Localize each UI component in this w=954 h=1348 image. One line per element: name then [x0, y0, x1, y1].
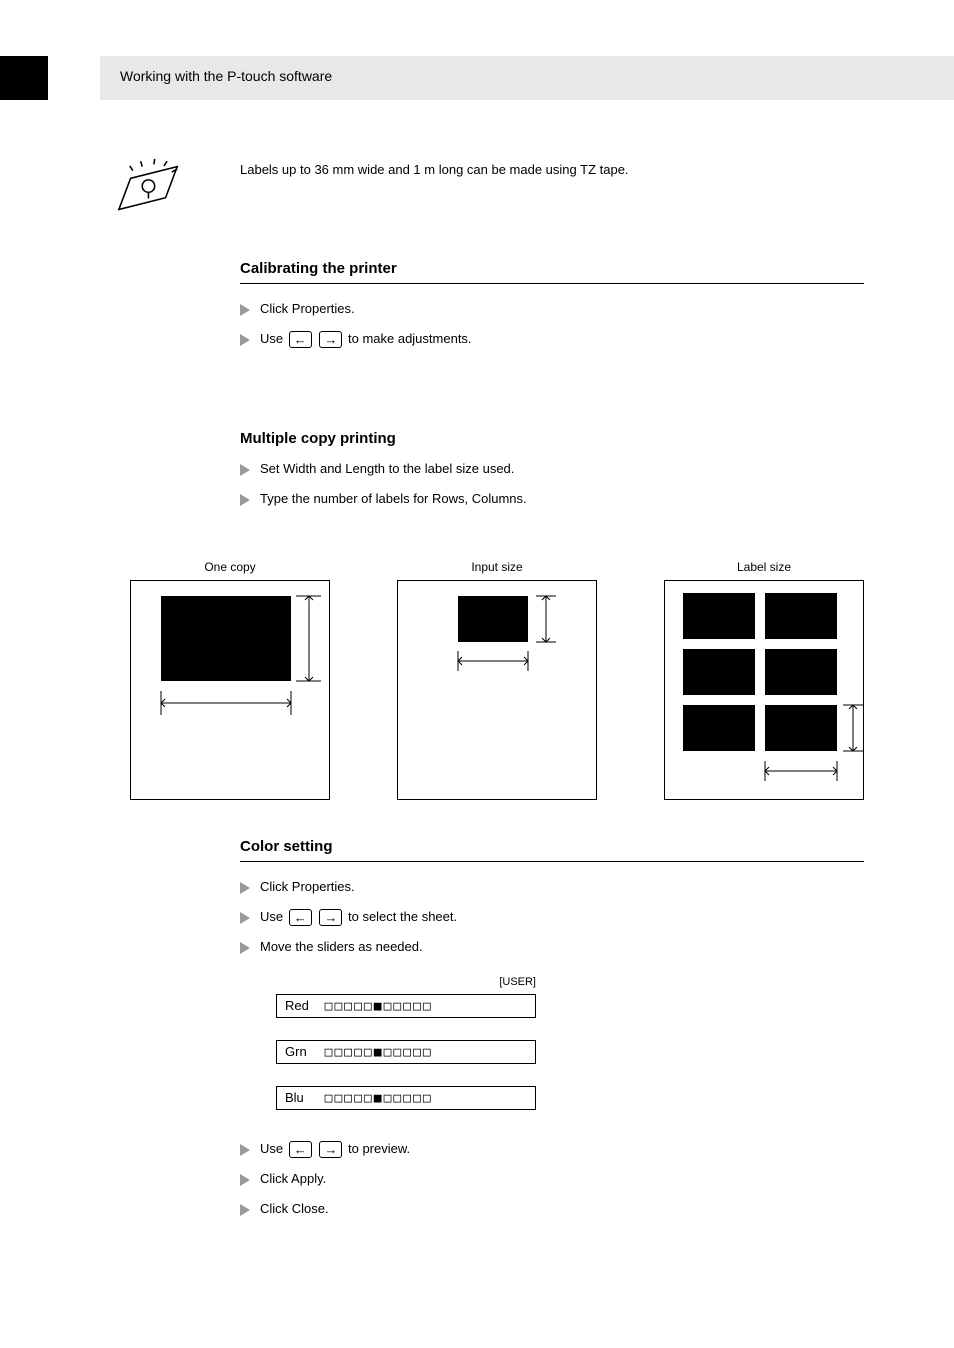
diagram-1-wrapper: One copy: [130, 580, 330, 800]
step-text-pre: Use: [260, 1141, 287, 1156]
arrow-left-button[interactable]: ←: [289, 331, 312, 348]
arrow-right-button[interactable]: →: [319, 909, 342, 926]
step-text: Type the number of labels for Rows, Colu…: [260, 491, 527, 506]
section-heading-calibration: Calibrating the printer: [240, 260, 864, 284]
step-panel-6: Click Close.: [240, 1200, 864, 1218]
step-text-post: to make adjustments.: [348, 331, 472, 346]
step-text-pre: Use: [260, 909, 287, 924]
diagram-3: [664, 580, 864, 800]
diagram-1-label: One copy: [130, 560, 330, 574]
slider-label: Red: [285, 998, 321, 1013]
step-calib-2: Use ← → to make adjustments.: [240, 330, 864, 348]
bullet-icon: [240, 494, 250, 506]
bullet-icon: [240, 1174, 250, 1186]
bullet-icon: [240, 912, 250, 924]
step-panel-5: Click Apply.: [240, 1170, 864, 1188]
section-heading-multiple: Multiple copy printing: [240, 430, 864, 453]
step-text: Click Close.: [260, 1201, 329, 1216]
arrow-left-button[interactable]: ←: [289, 909, 312, 926]
slider-label: Grn: [285, 1044, 321, 1059]
step-panel-1: Click Properties.: [240, 878, 864, 896]
slider-track: □□□□□■□□□□□: [325, 1045, 433, 1060]
step-text: Move the sliders as needed.: [260, 939, 423, 954]
header-title: Working with the P-touch software: [120, 68, 332, 84]
step-multi-1: Set Width and Length to the label size u…: [240, 460, 864, 478]
slider-label: Blu: [285, 1090, 321, 1105]
step-text: Click Apply.: [260, 1171, 326, 1186]
slider-row-green[interactable]: Grn □□□□□■□□□□□: [276, 1040, 536, 1064]
arrow-left-button[interactable]: ←: [289, 1141, 312, 1158]
tip-icon: [110, 155, 190, 225]
step-panel-4: Use ← → to preview.: [240, 1140, 864, 1158]
section-heading-color: Color setting: [240, 838, 864, 862]
arrow-right-button[interactable]: →: [319, 1141, 342, 1158]
bullet-icon: [240, 304, 250, 316]
arrow-right-button[interactable]: →: [319, 331, 342, 348]
bullet-icon: [240, 942, 250, 954]
step-text: Set Width and Length to the label size u…: [260, 461, 514, 476]
diagram-1: [130, 580, 330, 800]
panel-meta: [USER]: [276, 976, 536, 988]
bullet-icon: [240, 1204, 250, 1216]
slider-row-red[interactable]: Red □□□□□■□□□□□: [276, 994, 536, 1018]
diagram-2: [397, 580, 597, 800]
diagram-3-label: Label size: [664, 560, 864, 574]
step-text: Click Properties.: [260, 879, 355, 894]
bullet-icon: [240, 1144, 250, 1156]
step-text-pre: Use: [260, 331, 287, 346]
diagram-2-label: Input size: [397, 560, 597, 574]
page-tab: [0, 56, 48, 100]
page-number: 18: [60, 70, 73, 84]
bullet-icon: [240, 882, 250, 894]
page: 18 Working with the P-touch software Lab…: [0, 0, 954, 1348]
diagram-3-wrapper: Label size: [664, 580, 864, 800]
diagram-row: One copy Input size: [130, 580, 864, 800]
step-text-post: to preview.: [348, 1141, 410, 1156]
step-text-post: to select the sheet.: [348, 909, 457, 924]
step-text: Click Properties.: [260, 301, 355, 316]
step-panel-3: Move the sliders as needed.: [240, 938, 864, 956]
bullet-icon: [240, 464, 250, 476]
tip-text: Labels up to 36 mm wide and 1 m long can…: [240, 160, 864, 180]
slider-track: □□□□□■□□□□□: [325, 999, 433, 1014]
slider-row-blue[interactable]: Blu □□□□□■□□□□□: [276, 1086, 536, 1110]
diagram-2-wrapper: Input size: [397, 580, 597, 800]
bullet-icon: [240, 334, 250, 346]
step-panel-2: Use ← → to select the sheet.: [240, 908, 864, 926]
step-calib-1: Click Properties.: [240, 300, 864, 318]
step-multi-2: Type the number of labels for Rows, Colu…: [240, 490, 864, 508]
slider-track: □□□□□■□□□□□: [325, 1091, 433, 1106]
